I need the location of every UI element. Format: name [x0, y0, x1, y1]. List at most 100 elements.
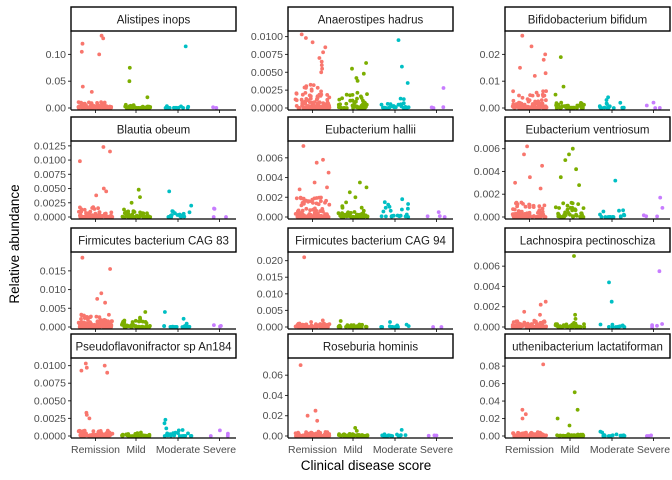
- data-point: [106, 325, 111, 329]
- data-point: [520, 416, 525, 421]
- data-point: [219, 324, 223, 328]
- data-point: [304, 86, 308, 90]
- data-point: [320, 318, 325, 323]
- panel-strip: [504, 6, 671, 32]
- data-point: [602, 105, 607, 110]
- data-point: [316, 434, 321, 438]
- data-point: [573, 317, 578, 321]
- data-point: [325, 322, 330, 327]
- data-point: [601, 209, 606, 214]
- data-point: [431, 325, 435, 329]
- data-point: [324, 434, 329, 438]
- data-point: [326, 170, 331, 175]
- data-point: [655, 323, 659, 328]
- x-tick-label: Remission: [505, 444, 554, 456]
- data-point: [522, 309, 527, 314]
- data-point: [100, 214, 104, 219]
- data-point: [299, 203, 304, 208]
- data-point: [542, 203, 547, 208]
- data-point: [523, 215, 528, 219]
- data-point: [307, 100, 312, 104]
- y-tick-label: 0.015: [257, 272, 283, 284]
- panel-5: Eubacterium ventriosum 0.000 0.002 0.004 0.0…: [474, 116, 671, 224]
- data-point: [517, 93, 521, 98]
- panel-6: Firmicutes bacterium CAG 83 0.000 0.005 0.0…: [40, 227, 237, 334]
- data-point: [354, 99, 358, 104]
- data-point: [562, 214, 567, 219]
- panel-strip: [504, 227, 671, 253]
- data-point: [145, 213, 150, 218]
- data-point: [180, 428, 185, 432]
- panel-title: Eubacterium hallii: [325, 125, 416, 137]
- data-point: [163, 417, 168, 422]
- data-point: [172, 105, 176, 110]
- panel-10: Roseburia hominis 0.00 0.02 0.04 0.06 Remissi…: [263, 333, 454, 456]
- data-point: [171, 209, 175, 214]
- data-point: [406, 206, 410, 211]
- data-point: [379, 325, 384, 329]
- data-point: [511, 98, 516, 103]
- data-point: [567, 423, 572, 428]
- data-point: [97, 433, 102, 437]
- data-point: [606, 106, 611, 110]
- data-point: [319, 70, 324, 75]
- panel-3: Blautia obeum 0.0000 0.0025 0.0050 0.0075 0.0…: [34, 116, 237, 224]
- data-point: [104, 321, 109, 326]
- data-point: [84, 365, 89, 370]
- data-point: [102, 100, 107, 105]
- data-point: [644, 103, 649, 108]
- data-point: [404, 322, 409, 327]
- data-point: [103, 215, 108, 219]
- data-point: [102, 432, 107, 437]
- data-point: [218, 428, 222, 433]
- data-point: [98, 105, 103, 109]
- panel-strip: [504, 333, 671, 359]
- data-point: [614, 325, 618, 329]
- data-point: [107, 321, 112, 326]
- data-point: [570, 146, 575, 151]
- data-point: [556, 102, 561, 107]
- data-point: [536, 93, 540, 98]
- data-point: [572, 390, 577, 395]
- data-point: [603, 215, 608, 219]
- data-point: [173, 430, 178, 435]
- x-axis-title: Clinical disease score: [301, 458, 432, 473]
- data-point: [364, 185, 369, 190]
- data-point: [558, 55, 563, 59]
- data-point: [388, 320, 392, 324]
- data-point: [88, 209, 93, 214]
- data-point: [512, 207, 517, 212]
- data-point: [319, 89, 323, 94]
- data-point: [175, 213, 180, 217]
- data-point: [102, 363, 107, 368]
- data-point: [126, 433, 130, 438]
- data-point: [296, 208, 301, 213]
- data-point: [181, 106, 186, 110]
- panel-1: Anaerostipes hadrus 0.0000 0.0025 0.0050 0.0…: [251, 6, 454, 115]
- data-point: [312, 434, 317, 438]
- data-point: [315, 96, 320, 100]
- data-point: [355, 212, 359, 217]
- data-point: [565, 207, 570, 212]
- data-point: [108, 149, 112, 154]
- data-point: [576, 432, 580, 437]
- panel-strip: [287, 227, 454, 253]
- data-point: [645, 434, 649, 438]
- data-point: [517, 106, 521, 110]
- data-point: [107, 430, 112, 435]
- data-point: [301, 144, 306, 148]
- panel-title: Firmicutes bacterium CAG 94: [295, 236, 446, 248]
- data-point: [514, 102, 519, 106]
- data-point: [570, 214, 575, 219]
- data-point: [80, 255, 85, 260]
- data-point: [87, 213, 91, 218]
- data-point: [224, 215, 228, 219]
- data-point: [511, 104, 515, 108]
- data-point: [442, 215, 447, 219]
- y-tick-label: 0.002: [474, 301, 500, 313]
- data-point: [582, 325, 587, 329]
- data-point: [294, 434, 298, 438]
- data-point: [143, 310, 148, 314]
- data-point: [309, 320, 313, 324]
- data-point: [434, 433, 439, 438]
